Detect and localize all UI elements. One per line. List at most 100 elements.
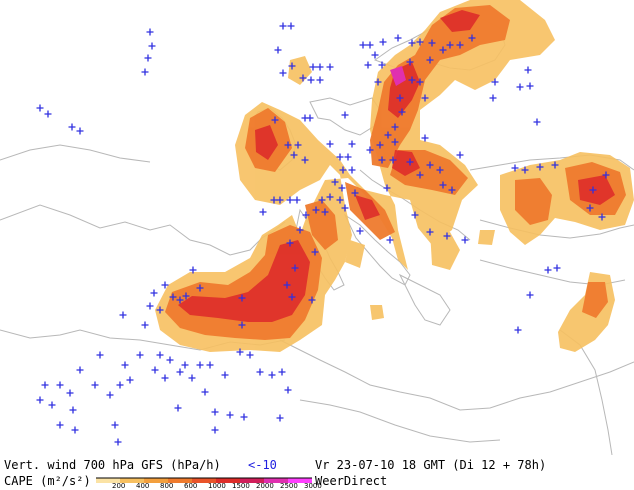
plus-marker — [174, 404, 182, 412]
plus-marker — [76, 127, 84, 135]
plus-marker — [259, 208, 267, 216]
plus-marker — [161, 281, 169, 289]
plus-marker — [69, 406, 77, 414]
plus-marker — [421, 134, 429, 142]
plus-marker — [48, 401, 56, 409]
plus-marker — [426, 161, 434, 169]
footer-brand: WeerDirect — [315, 474, 388, 488]
plus-marker — [524, 66, 532, 74]
footer-valid-time: Vr 23-07-10 18 GMT (Di 12 + 78h) — [315, 458, 547, 472]
plus-marker — [408, 76, 416, 84]
legend-swatch — [192, 478, 216, 483]
legend-swatch — [240, 478, 264, 483]
plus-marker — [383, 184, 391, 192]
plus-marker — [151, 366, 159, 374]
plus-marker — [456, 41, 464, 49]
plus-marker — [68, 123, 76, 131]
plus-marker — [238, 294, 246, 302]
legend-swatch — [216, 478, 240, 483]
plus-marker — [589, 186, 597, 194]
plus-marker — [278, 368, 286, 376]
plus-marker — [341, 111, 349, 119]
wind-markers — [36, 22, 610, 446]
plus-marker — [36, 396, 44, 404]
plus-marker — [291, 264, 299, 272]
plus-marker — [169, 293, 177, 301]
plus-marker — [516, 83, 524, 91]
plus-marker — [318, 196, 326, 204]
plus-marker — [316, 76, 324, 84]
plus-marker — [426, 56, 434, 64]
plus-marker — [274, 46, 282, 54]
plus-marker — [296, 226, 304, 234]
plus-marker — [271, 116, 279, 124]
plus-marker — [276, 414, 284, 422]
plus-marker — [221, 371, 229, 379]
plus-marker — [276, 196, 284, 204]
plus-marker — [301, 156, 309, 164]
plus-marker — [188, 374, 196, 382]
plus-marker — [156, 306, 164, 314]
legend-swatch — [144, 478, 168, 483]
plus-marker — [299, 74, 307, 82]
plus-marker — [41, 381, 49, 389]
plus-marker — [279, 22, 287, 30]
plus-marker — [602, 171, 610, 179]
cape-legend — [96, 477, 312, 483]
plus-marker — [439, 181, 447, 189]
plus-marker — [598, 213, 606, 221]
plus-marker — [236, 348, 244, 356]
cape-shading — [155, 0, 634, 352]
plus-marker — [374, 78, 382, 86]
legend-tick-label: 200 — [112, 482, 126, 490]
plus-marker — [339, 166, 347, 174]
plus-marker — [182, 292, 190, 300]
plus-marker — [408, 39, 416, 47]
plus-marker — [468, 34, 476, 42]
plus-marker — [348, 140, 356, 148]
plus-marker — [141, 321, 149, 329]
plus-marker — [288, 62, 296, 70]
plus-marker — [211, 408, 219, 416]
plus-marker — [144, 54, 152, 62]
plus-marker — [416, 171, 424, 179]
plus-marker — [461, 236, 469, 244]
footer-title: Vert. wind 700 hPa GFS (hPa/h) — [4, 458, 221, 472]
plus-marker — [146, 302, 154, 310]
plus-marker — [551, 161, 559, 169]
plus-marker — [326, 140, 334, 148]
plus-marker — [161, 374, 169, 382]
plus-marker — [351, 189, 359, 197]
plus-marker — [436, 166, 444, 174]
plus-marker — [36, 104, 44, 112]
plus-marker — [376, 141, 384, 149]
plus-marker — [44, 110, 52, 118]
plus-marker — [533, 118, 541, 126]
legend-tick-label: 1000 — [208, 482, 226, 490]
legend-swatch — [96, 478, 120, 483]
plus-marker — [283, 281, 291, 289]
plus-marker — [111, 421, 119, 429]
plus-marker — [443, 232, 451, 240]
plus-marker — [586, 204, 594, 212]
plus-marker — [201, 388, 209, 396]
plus-marker — [344, 153, 352, 161]
plus-marker — [398, 108, 406, 116]
plus-marker — [526, 82, 534, 90]
plus-marker — [238, 321, 246, 329]
plus-marker — [71, 426, 79, 434]
plus-marker — [386, 236, 394, 244]
plus-marker — [384, 131, 392, 139]
plus-marker — [156, 351, 164, 359]
plus-marker — [526, 291, 534, 299]
plus-marker — [326, 193, 334, 201]
plus-marker — [181, 361, 189, 369]
plus-marker — [389, 156, 397, 164]
plus-marker — [411, 211, 419, 219]
plus-marker — [416, 38, 424, 46]
plus-marker — [141, 68, 149, 76]
plus-marker — [491, 78, 499, 86]
plus-marker — [428, 39, 436, 47]
plus-marker — [371, 51, 379, 59]
plus-marker — [146, 28, 154, 36]
